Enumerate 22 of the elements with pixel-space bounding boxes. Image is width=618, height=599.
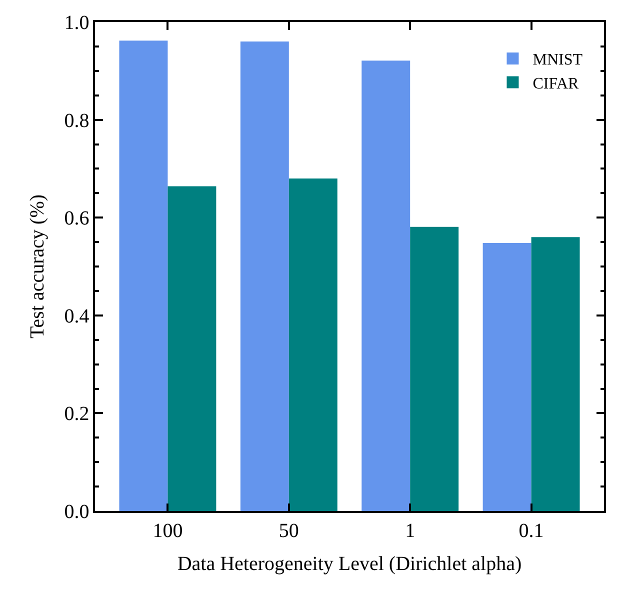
x-axis-title: Data Heterogeneity Level (Dirichlet alpha)	[177, 552, 522, 575]
x-tick-label: 1	[405, 520, 416, 542]
bar	[168, 186, 216, 511]
bar	[240, 42, 289, 511]
bar	[482, 243, 532, 511]
y-tick-label: 0.6	[64, 208, 90, 230]
x-tick-label: 0.1	[518, 520, 544, 542]
bar	[119, 40, 168, 511]
x-tick-label: 50	[278, 520, 299, 542]
y-tick-label: 0.2	[64, 403, 90, 426]
bar	[531, 237, 580, 511]
legend-label: MNIST	[532, 52, 583, 69]
y-axis-title: Test accuracy (%)	[26, 194, 48, 339]
y-tick-label: 0.0	[64, 501, 90, 523]
bar	[288, 178, 338, 511]
y-tick-label: 1.0	[64, 12, 90, 34]
x-tick-label: 100	[152, 520, 183, 542]
y-tick-label: 0.8	[64, 110, 90, 132]
bar	[362, 60, 410, 511]
legend-label: CIFAR	[532, 76, 579, 92]
bar	[410, 226, 459, 511]
y-tick-label: 0.4	[64, 305, 90, 328]
